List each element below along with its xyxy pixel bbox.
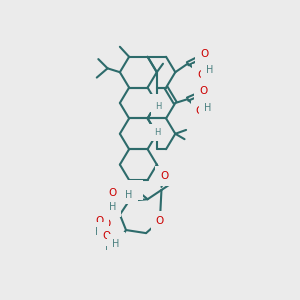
Text: O: O <box>156 216 164 226</box>
Text: O: O <box>199 86 207 96</box>
Text: O: O <box>200 50 209 59</box>
Text: O: O <box>196 106 204 116</box>
Text: H: H <box>204 103 211 113</box>
Text: H: H <box>90 211 98 221</box>
Text: H: H <box>109 202 117 212</box>
Text: O: O <box>102 231 110 241</box>
Text: H: H <box>94 222 102 232</box>
Text: H: H <box>96 213 103 223</box>
Text: H: H <box>112 239 119 249</box>
Text: H: H <box>105 242 113 252</box>
Text: O: O <box>96 216 104 226</box>
Text: O: O <box>111 237 119 248</box>
Text: O: O <box>102 219 110 229</box>
Text: O: O <box>130 185 138 195</box>
Text: H: H <box>125 190 133 200</box>
Text: H: H <box>154 98 160 107</box>
Text: H: H <box>206 65 213 75</box>
Text: H: H <box>155 102 162 111</box>
Text: O: O <box>160 171 169 181</box>
Text: H: H <box>94 226 102 237</box>
Text: O: O <box>109 188 117 198</box>
Text: O: O <box>197 70 206 80</box>
Text: H: H <box>154 128 160 137</box>
